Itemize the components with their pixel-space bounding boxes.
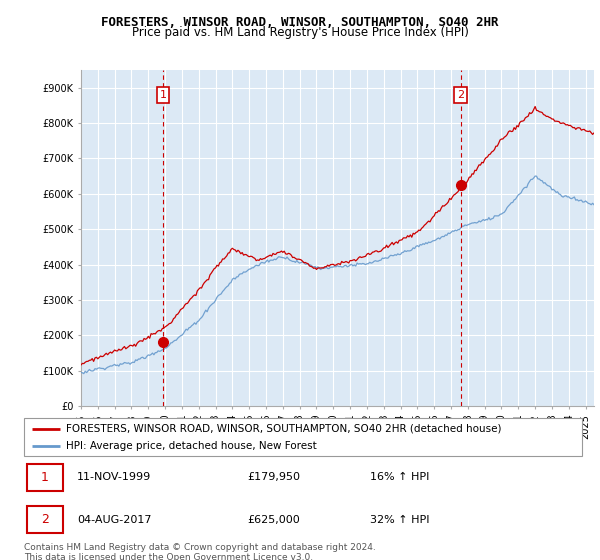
Text: Price paid vs. HM Land Registry's House Price Index (HPI): Price paid vs. HM Land Registry's House … [131,26,469,39]
Text: 04-AUG-2017: 04-AUG-2017 [77,515,152,525]
FancyBboxPatch shape [27,464,63,491]
Text: 32% ↑ HPI: 32% ↑ HPI [370,515,430,525]
Text: HPI: Average price, detached house, New Forest: HPI: Average price, detached house, New … [66,441,317,451]
Text: 11-NOV-1999: 11-NOV-1999 [77,472,151,482]
Text: FORESTERS, WINSOR ROAD, WINSOR, SOUTHAMPTON, SO40 2HR: FORESTERS, WINSOR ROAD, WINSOR, SOUTHAMP… [101,16,499,29]
Text: 16% ↑ HPI: 16% ↑ HPI [370,472,430,482]
FancyBboxPatch shape [24,418,582,456]
Text: 1: 1 [41,471,49,484]
Text: 1: 1 [160,90,166,100]
Text: FORESTERS, WINSOR ROAD, WINSOR, SOUTHAMPTON, SO40 2HR (detached house): FORESTERS, WINSOR ROAD, WINSOR, SOUTHAMP… [66,423,502,433]
Text: £625,000: £625,000 [247,515,300,525]
Text: This data is licensed under the Open Government Licence v3.0.: This data is licensed under the Open Gov… [24,553,313,560]
Text: 2: 2 [457,90,464,100]
Text: £179,950: £179,950 [247,472,300,482]
FancyBboxPatch shape [27,506,63,533]
Text: 2: 2 [41,513,49,526]
Text: Contains HM Land Registry data © Crown copyright and database right 2024.: Contains HM Land Registry data © Crown c… [24,543,376,552]
